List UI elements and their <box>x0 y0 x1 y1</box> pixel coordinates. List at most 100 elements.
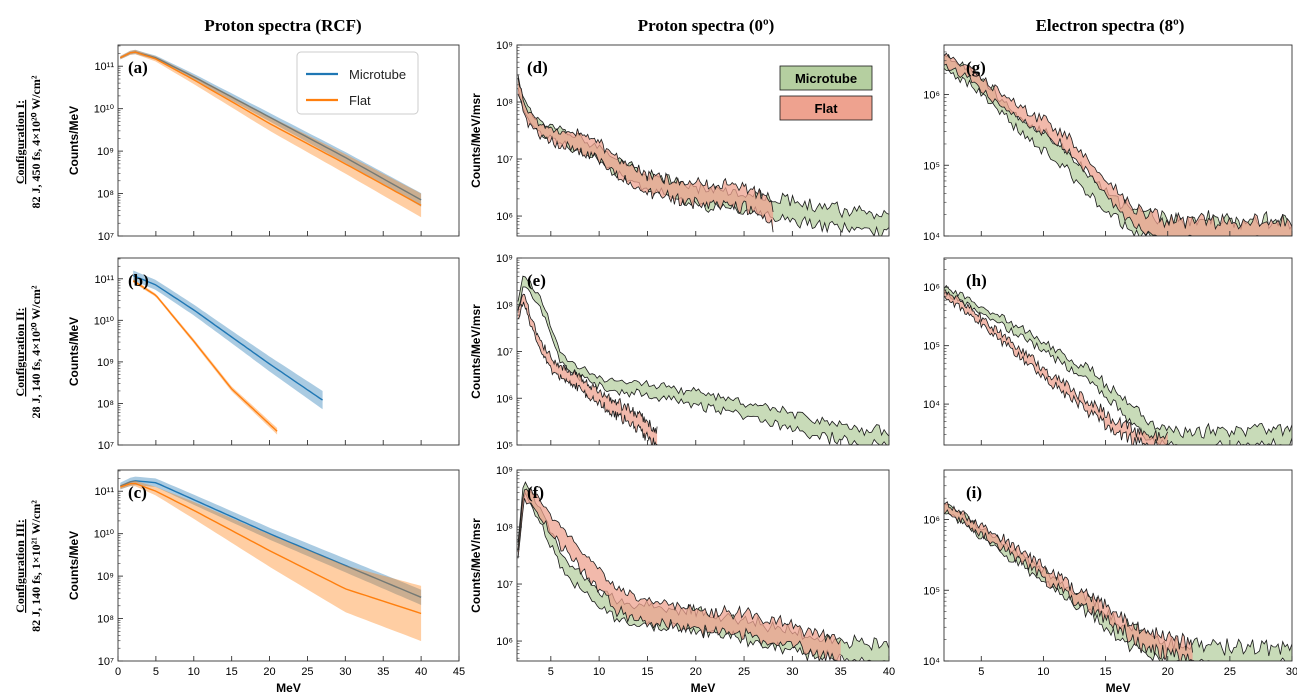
panel-c-xtick-label: 5 <box>153 666 159 678</box>
panel-g-flat-band <box>944 53 1292 236</box>
legend-label-microtube: Microtube <box>795 71 857 86</box>
panel-d-flat-lower-edge <box>517 93 774 233</box>
panel-d-ytick-label: 10⁸ <box>496 97 513 109</box>
panel-c-xtick-label: 10 <box>188 666 200 678</box>
panel-c-xtick-label: 40 <box>415 666 427 678</box>
panel-f: 10⁶ 10⁷ 10⁸ 10⁹ 5 10 15 20 25 30 35 40 MeV Counts/MeV… <box>469 465 895 695</box>
panel-c-plot <box>120 476 422 642</box>
panel-i-xtick-label: 15 <box>1099 666 1111 678</box>
panel-a-plot <box>119 49 422 218</box>
panel-g-ytick-label: 10⁵ <box>923 160 940 172</box>
panel-g-plot <box>944 52 1292 236</box>
panel-c-xlabel: MeV <box>276 681 301 695</box>
row-label-config-2: Configuration II: 28 J, 140 fs, 4×10²⁰ W… <box>13 285 43 418</box>
panel-i-ytick-label: 10⁶ <box>923 515 940 527</box>
panels: 10⁷ 10⁸ 10⁹ 10¹⁰ 10¹¹ Counts/MeV (a) Microtube F… <box>67 40 1297 695</box>
panel-h-microtube-upper-edge <box>944 284 1292 439</box>
panel-d-ylabel: Counts/MeV/msr <box>469 93 483 188</box>
panel-b-ytick-label: 10⁹ <box>97 357 114 369</box>
panel-c-xtick-label: 35 <box>377 666 389 678</box>
panel-a-ylabel: Counts/MeV <box>67 106 81 175</box>
legend-label-microtube: Microtube <box>349 67 406 82</box>
panel-g: 10⁴ 10⁵ 10⁶ (g) <box>923 44 1293 243</box>
panel-i-xtick-label: 5 <box>978 666 984 678</box>
panel-d-ytick-label: 10⁷ <box>497 154 513 166</box>
panel-a-frame <box>117 44 460 237</box>
panel-g-frame <box>943 44 1293 237</box>
panel-a: 10⁷ 10⁸ 10⁹ 10¹⁰ 10¹¹ Counts/MeV (a) Microtube F… <box>67 44 460 243</box>
panel-f-ylabel: Counts/MeV/msr <box>469 518 483 613</box>
panel-d-plot <box>517 74 889 236</box>
panel-c-xtick-label: 25 <box>301 666 313 678</box>
panel-d-frame <box>516 44 890 237</box>
panel-b-ytick-label: 10¹⁰ <box>94 315 115 327</box>
panel-h-ytick-label: 10⁴ <box>923 399 940 411</box>
panel-i-xtick-label: 10 <box>1037 666 1049 678</box>
column-title-rcf: Proton spectra (RCF) <box>204 16 361 35</box>
panel-f-xtick-label: 35 <box>835 666 847 678</box>
panel-h-plot <box>944 284 1292 445</box>
panel-h-frame <box>943 257 1293 446</box>
panel-b-ylabel: Counts/MeV <box>67 317 81 386</box>
panel-c-xtick-label: 20 <box>263 666 275 678</box>
legend-label-flat: Flat <box>814 101 838 116</box>
panel-a-flat-line <box>119 51 422 207</box>
panel-i-xtick-label: 25 <box>1224 666 1236 678</box>
panel-a-ytick-label: 10⁸ <box>97 189 114 201</box>
panel-c-ytick-label: 10¹⁰ <box>94 529 115 541</box>
panel-f-flat-band <box>518 488 841 661</box>
panel-d-flat-band <box>518 77 774 233</box>
row-label-config-1: Configuration I: 82 J, 450 fs, 4×10²⁰ W/… <box>13 75 43 208</box>
panel-e-flat-band <box>518 294 658 445</box>
panel-a-ytick-label: 10⁷ <box>98 231 114 243</box>
panel-a-ytick-label: 10¹⁰ <box>94 104 115 116</box>
panel-i-flat-upper-edge <box>944 501 1193 653</box>
panel-e-ytick-label: 10⁸ <box>496 300 513 312</box>
panel-c-label: (c) <box>128 483 147 502</box>
row-label-config-2-title: Configuration II: <box>13 307 27 396</box>
row-label-config-1-detail: 82 J, 450 fs, 4×10²⁰ W/cm² <box>29 75 43 208</box>
panel-b-microtube-band <box>133 270 323 410</box>
panel-c-ylabel: Counts/MeV <box>67 531 81 600</box>
panel-b-ytick-label: 10⁸ <box>97 398 114 410</box>
panel-f-xtick-label: 10 <box>593 666 605 678</box>
panel-a-label: (a) <box>128 58 148 77</box>
legend-swatch-flat <box>779 95 873 121</box>
panel-c-ytick-label: 10⁸ <box>97 614 114 626</box>
panel-f-flat-lower-edge <box>517 498 841 661</box>
panel-f-xtick-label: 5 <box>548 666 554 678</box>
panel-i-xtick-label: 30 <box>1286 666 1297 678</box>
panel-b-plot <box>132 270 323 435</box>
panel-i-plot <box>944 501 1292 661</box>
panel-c-microtube-line <box>120 480 422 598</box>
panel-e-flat-lower-edge <box>517 301 658 445</box>
panel-c-xtick-label: 15 <box>226 666 238 678</box>
panel-f-label: (f) <box>527 483 544 502</box>
panel-e-ytick-label: 10⁶ <box>496 393 513 405</box>
panel-f-ytick-label: 10⁹ <box>496 465 513 477</box>
panel-c-xtick-label: 45 <box>453 666 465 678</box>
legend-swatch-microtube <box>779 65 873 91</box>
panel-e-ytick-label: 10⁹ <box>496 253 513 265</box>
panel-f-frame <box>516 469 890 662</box>
panel-f-ytick-label: 10⁷ <box>497 579 513 591</box>
panel-b-flat-line <box>132 280 278 432</box>
panel-c-frame <box>117 469 460 662</box>
panel-i-flat-lower-edge <box>944 509 1193 661</box>
panel-g-label: (g) <box>966 58 986 77</box>
panel-f-flat-upper-edge <box>517 487 842 645</box>
panel-d-ytick-label: 10⁶ <box>496 211 513 223</box>
panel-i-microtube-band <box>944 503 1292 661</box>
panel-i-microtube-lower-edge <box>944 513 1292 661</box>
panel-e-frame <box>516 257 890 446</box>
panel-g-flat-lower-edge <box>944 63 1292 236</box>
panel-c-xtick-label: 0 <box>115 666 121 678</box>
panel-h-label: (h) <box>966 271 987 290</box>
panel-i-ytick-label: 10⁴ <box>923 656 940 668</box>
panel-b-ytick-label: 10⁷ <box>98 440 114 452</box>
panel-h-microtube-band <box>944 285 1292 445</box>
panel-d-legend: Microtube Flat <box>779 65 873 121</box>
panel-g-microtube-lower-edge <box>944 68 1292 236</box>
panel-i-ytick-label: 10⁵ <box>923 585 940 597</box>
panel-f-xtick-label: 15 <box>641 666 653 678</box>
